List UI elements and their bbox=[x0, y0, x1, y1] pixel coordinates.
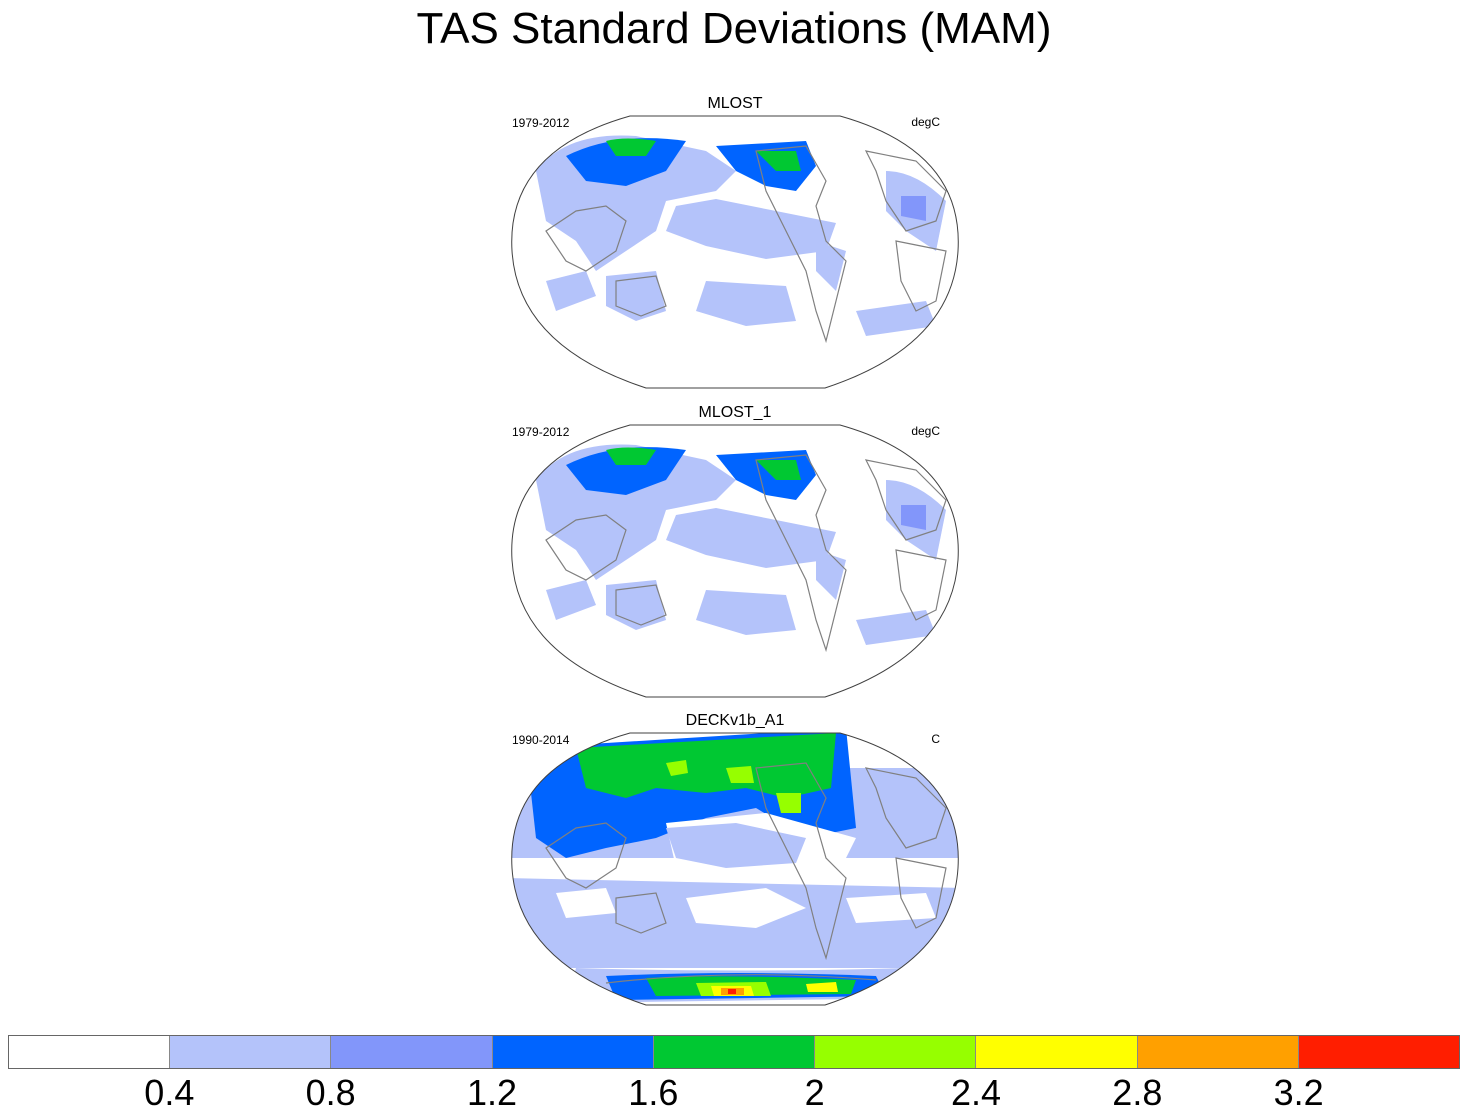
colorbar-box bbox=[9, 1036, 171, 1068]
panel-period: 1979-2012 bbox=[512, 425, 570, 439]
colorbar-tick-label: 1.2 bbox=[466, 1072, 518, 1113]
map-panel-deckv1b-a1: DECKv1b_A1 1990-2014 C bbox=[506, 712, 964, 1012]
colorbar-tick-label: 2.4 bbox=[950, 1072, 1002, 1113]
colorbar-tick-label: 0.4 bbox=[144, 1072, 195, 1113]
colorbar-box bbox=[653, 1036, 816, 1068]
figure-title: TAS Standard Deviations (MAM) bbox=[416, 4, 1052, 53]
world-map bbox=[511, 732, 959, 1006]
map-panel-mlost: MLOST 1979-2012 degC bbox=[506, 95, 964, 395]
colorbar-box bbox=[1298, 1036, 1459, 1068]
colorbar-tick-label: 2.8 bbox=[1112, 1072, 1163, 1113]
colorbar-box bbox=[492, 1036, 654, 1068]
panel-units: degC bbox=[911, 115, 940, 129]
colorbar-tick-label: 1.6 bbox=[628, 1072, 679, 1113]
world-map bbox=[511, 424, 959, 698]
world-map bbox=[511, 115, 959, 389]
map-panel-mlost-1: MLOST_1 1979-2012 degC bbox=[506, 404, 964, 704]
colorbar-box bbox=[1137, 1036, 1299, 1068]
panel-title: MLOST_1 bbox=[698, 404, 772, 421]
panel-period: 1979-2012 bbox=[512, 116, 570, 130]
panel-period: 1990-2014 bbox=[512, 733, 570, 747]
colorbar-box bbox=[170, 1036, 332, 1068]
panel-units: degC bbox=[911, 424, 940, 438]
panel-units: C bbox=[931, 732, 940, 746]
panel-title: DECKv1b_A1 bbox=[685, 712, 785, 729]
colorbar-tick-label: 0.8 bbox=[305, 1072, 356, 1113]
colorbar-box bbox=[331, 1036, 493, 1068]
colorbar-tick-label: 2 bbox=[804, 1072, 825, 1113]
colorbar-box bbox=[815, 1036, 977, 1068]
panel-title: MLOST bbox=[707, 95, 763, 112]
colorbar-tick-label: 3.2 bbox=[1273, 1072, 1324, 1113]
colorbar-box bbox=[976, 1036, 1138, 1068]
colorbar bbox=[8, 1035, 1460, 1069]
